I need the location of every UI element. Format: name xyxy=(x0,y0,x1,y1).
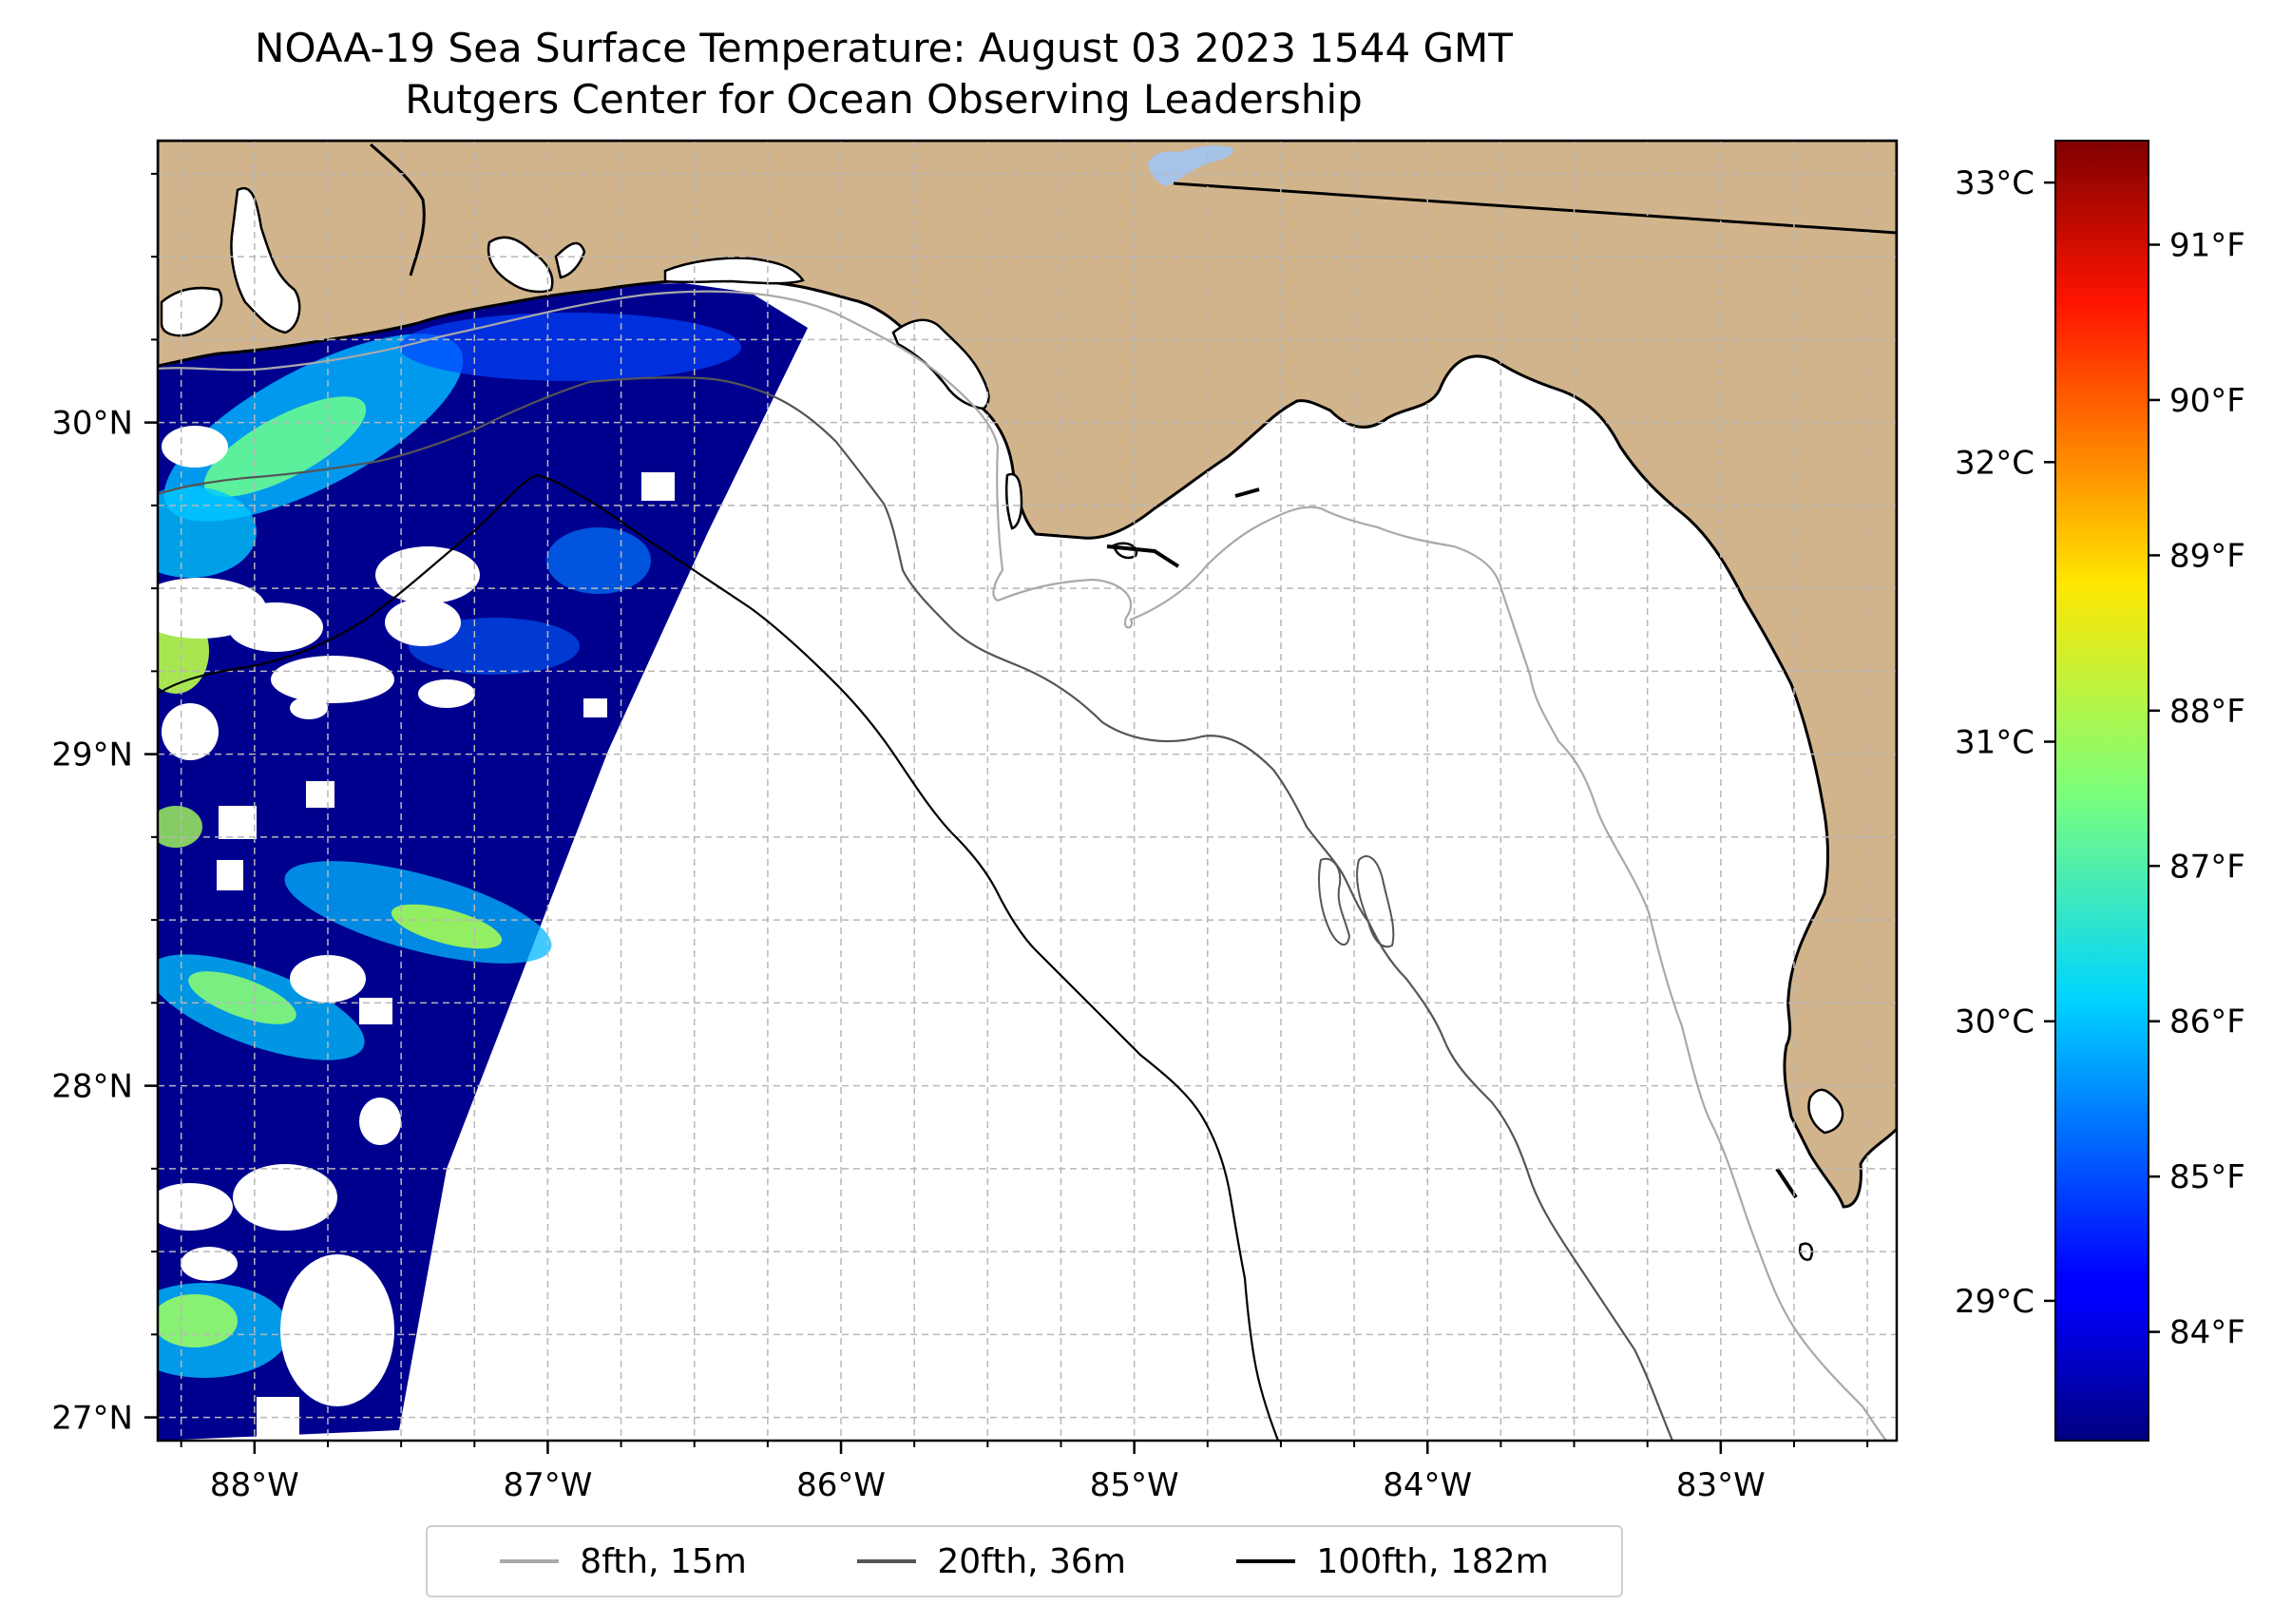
contour-20fth-shoal xyxy=(1318,855,1395,948)
contour-20fth xyxy=(158,376,1674,1441)
lon-tick-label: 87°W xyxy=(503,1466,592,1504)
map-axis-ticks: 88°W 87°W 86°W 85°W 84°W 83°W 30°N 29°N 28°N 27°N xyxy=(51,172,1869,1504)
lon-tick-label: 84°W xyxy=(1383,1466,1472,1504)
legend-item-8fth: 8fth, 15m xyxy=(500,1542,747,1581)
barrier-islands xyxy=(1106,487,1798,1199)
fahrenheit-tick-label: 84°F xyxy=(2169,1314,2245,1352)
state-border-west xyxy=(369,143,426,277)
contour-8fth xyxy=(158,290,1887,1441)
fahrenheit-tick-label: 85°F xyxy=(2169,1158,2245,1196)
lon-tick-label: 83°W xyxy=(1676,1466,1766,1504)
sst-swath xyxy=(158,283,808,1441)
celsius-tick-label: 30°C xyxy=(1955,1003,2034,1041)
legend-swatch-100fth xyxy=(1236,1559,1296,1563)
figure-subtitle: Rutgers Center for Ocean Observing Leade… xyxy=(405,76,1363,123)
lon-tick-label: 86°W xyxy=(796,1466,886,1504)
legend-label-20fth: 20fth, 36m xyxy=(937,1541,1126,1581)
legend-item-20fth: 20fth, 36m xyxy=(857,1542,1126,1581)
fahrenheit-tick-label: 89°F xyxy=(2169,537,2245,575)
celsius-tick-label: 29°C xyxy=(1955,1283,2034,1321)
celsius-tick-label: 32°C xyxy=(1955,444,2034,482)
lat-tick-label: 27°N xyxy=(51,1400,133,1438)
legend-label-100fth: 100fth, 182m xyxy=(1316,1541,1549,1581)
map-frame xyxy=(156,139,1899,1442)
state-border xyxy=(1173,182,1897,235)
legend-item-100fth: 100fth, 182m xyxy=(1236,1541,1549,1581)
celsius-tick-label: 33°C xyxy=(1955,164,2034,202)
lon-tick-label: 85°W xyxy=(1090,1466,1179,1504)
contour-legend: 8fth, 15m 20fth, 36m 100fth, 182m xyxy=(426,1525,1623,1597)
celsius-tick-label: 31°C xyxy=(1955,724,2034,762)
lon-tick-label: 88°W xyxy=(210,1466,299,1504)
fahrenheit-tick-label: 88°F xyxy=(2169,693,2245,731)
colorbar xyxy=(2054,140,2149,1442)
figure-title: NOAA-19 Sea Surface Temperature: August … xyxy=(255,25,1513,71)
fahrenheit-tick-label: 86°F xyxy=(2169,1003,2245,1041)
contour-100fth xyxy=(158,473,1280,1441)
lat-tick-label: 29°N xyxy=(51,736,133,774)
fahrenheit-tick-label: 91°F xyxy=(2169,227,2245,265)
fahrenheit-tick-label: 87°F xyxy=(2169,848,2245,886)
coastal-bays xyxy=(160,187,1844,1261)
legend-swatch-20fth xyxy=(857,1559,917,1563)
legend-label-8fth: 8fth, 15m xyxy=(580,1541,747,1581)
legend-swatch-8fth xyxy=(500,1559,560,1563)
graticule xyxy=(158,141,1897,1441)
lat-tick-label: 28°N xyxy=(51,1068,133,1106)
colorbar-ticks: 29°C 30°C 31°C 32°C 33°C 84°F 85°F 86°F 87°F 88°F… xyxy=(1955,164,2245,1351)
land-mass xyxy=(158,141,1897,1209)
inland-lake xyxy=(1148,145,1234,186)
lat-tick-label: 30°N xyxy=(51,405,133,443)
fahrenheit-tick-label: 90°F xyxy=(2169,382,2245,420)
